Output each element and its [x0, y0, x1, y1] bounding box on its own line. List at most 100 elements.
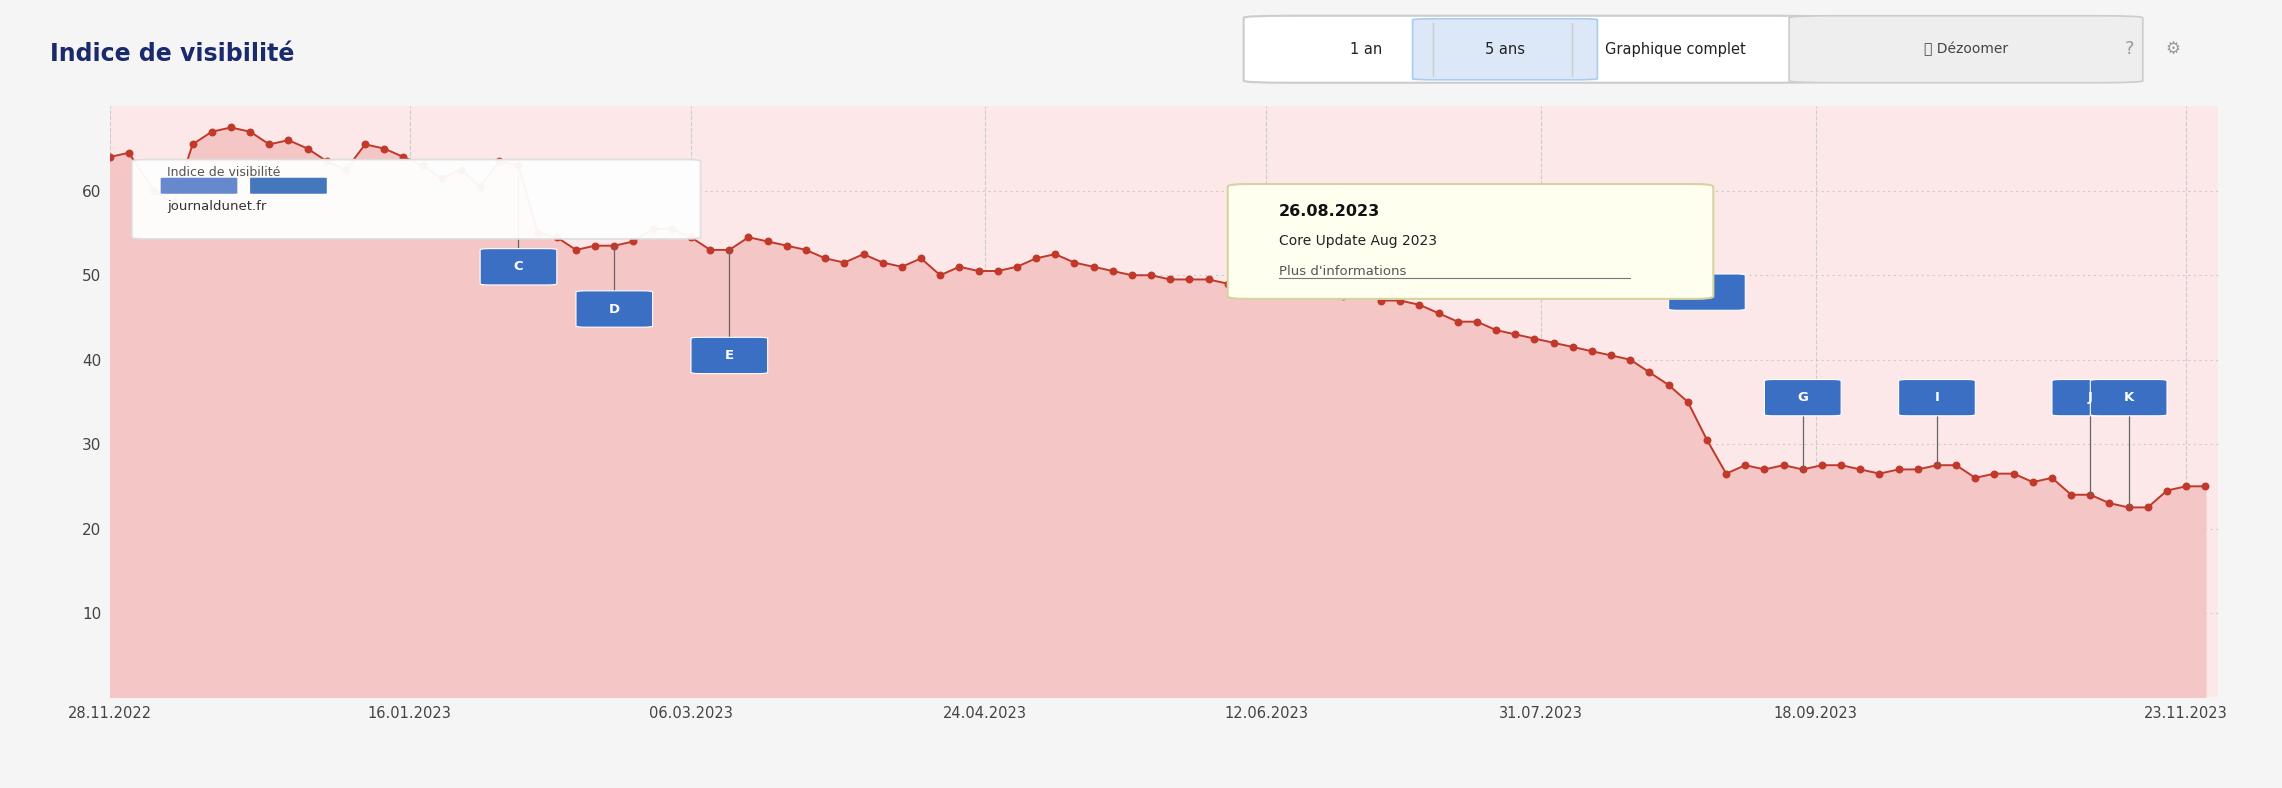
Point: [1746, 463, 1782, 476]
Point: [1267, 281, 1303, 294]
Text: C: C: [513, 260, 523, 273]
Point: [673, 231, 710, 243]
Point: [251, 138, 288, 151]
Point: [979, 265, 1015, 277]
Point: [424, 172, 461, 184]
Point: [2186, 480, 2223, 492]
Text: I: I: [1935, 391, 1940, 404]
Point: [482, 155, 518, 168]
Point: [365, 143, 402, 155]
Text: 1 an: 1 an: [1349, 42, 1383, 57]
Point: [233, 125, 269, 138]
Point: [730, 231, 767, 243]
Point: [1554, 340, 1591, 353]
Point: [691, 243, 728, 256]
Point: [500, 159, 536, 172]
Point: [1057, 256, 1093, 269]
Point: [1862, 467, 1899, 480]
Point: [137, 184, 173, 197]
Point: [1707, 467, 1743, 480]
FancyBboxPatch shape: [2090, 380, 2168, 416]
Point: [1575, 345, 1611, 358]
Point: [1593, 349, 1629, 362]
Text: Core Update Aug 2023: Core Update Aug 2023: [1278, 235, 1438, 248]
Point: [1152, 273, 1189, 286]
Point: [844, 247, 881, 260]
Point: [173, 138, 210, 151]
Point: [1766, 459, 1803, 471]
Point: [826, 256, 863, 269]
Point: [2015, 476, 2052, 489]
Point: [1401, 299, 1438, 311]
Point: [1132, 269, 1168, 281]
Point: [1228, 277, 1264, 290]
Point: [194, 125, 230, 138]
Point: [212, 121, 249, 134]
Point: [1075, 261, 1111, 273]
Point: [290, 143, 326, 155]
Point: [1018, 252, 1054, 265]
Text: 26.08.2023: 26.08.2023: [1278, 204, 1381, 219]
FancyBboxPatch shape: [1228, 184, 1714, 299]
Text: E: E: [726, 349, 735, 362]
FancyBboxPatch shape: [251, 178, 326, 194]
Point: [329, 163, 365, 176]
Text: G: G: [1798, 391, 1807, 404]
Point: [269, 134, 306, 147]
Point: [1536, 336, 1572, 349]
FancyBboxPatch shape: [132, 160, 701, 239]
Point: [2129, 501, 2166, 514]
Point: [1440, 315, 1476, 328]
Point: [404, 159, 440, 172]
Point: [1803, 459, 1839, 471]
FancyBboxPatch shape: [160, 178, 237, 194]
Text: Graphique complet: Graphique complet: [1604, 42, 1746, 57]
FancyBboxPatch shape: [2052, 380, 2129, 416]
FancyBboxPatch shape: [575, 291, 653, 327]
FancyBboxPatch shape: [1413, 19, 1597, 80]
Point: [883, 261, 920, 273]
Point: [308, 155, 345, 168]
FancyBboxPatch shape: [1899, 380, 1976, 416]
Point: [2111, 501, 2147, 514]
Text: F: F: [1702, 285, 1712, 299]
Point: [922, 269, 958, 281]
Point: [769, 240, 806, 252]
Point: [2072, 489, 2109, 501]
FancyBboxPatch shape: [1668, 274, 1746, 310]
Point: [940, 261, 977, 273]
FancyBboxPatch shape: [479, 249, 557, 285]
Point: [1209, 277, 1246, 290]
Point: [1842, 463, 1878, 476]
Point: [1689, 433, 1725, 446]
Text: 🔍 Dézoomer: 🔍 Dézoomer: [1924, 42, 2008, 57]
FancyBboxPatch shape: [1244, 16, 1826, 83]
Text: ⚙: ⚙: [2166, 40, 2179, 58]
Point: [520, 227, 557, 240]
Text: journaldunet.fr: journaldunet.fr: [167, 200, 267, 214]
Point: [1248, 281, 1285, 294]
Point: [1937, 459, 1974, 471]
Point: [1419, 307, 1456, 320]
Point: [577, 240, 614, 252]
Point: [1458, 315, 1495, 328]
Point: [386, 151, 422, 163]
Point: [1114, 269, 1150, 281]
Point: [1919, 459, 1956, 471]
Point: [1899, 463, 1935, 476]
Point: [904, 252, 940, 265]
Point: [461, 180, 497, 193]
Point: [1171, 273, 1207, 286]
Point: [1880, 463, 1917, 476]
Point: [1994, 467, 2031, 480]
Text: J: J: [2088, 391, 2093, 404]
Point: [808, 252, 844, 265]
Point: [653, 222, 689, 235]
Text: Indice de visibilité: Indice de visibilité: [50, 43, 294, 66]
Point: [616, 235, 653, 247]
Text: ?: ?: [2125, 40, 2134, 58]
Point: [1036, 247, 1073, 260]
Point: [2168, 480, 2204, 492]
Point: [865, 256, 901, 269]
Point: [1785, 463, 1821, 476]
